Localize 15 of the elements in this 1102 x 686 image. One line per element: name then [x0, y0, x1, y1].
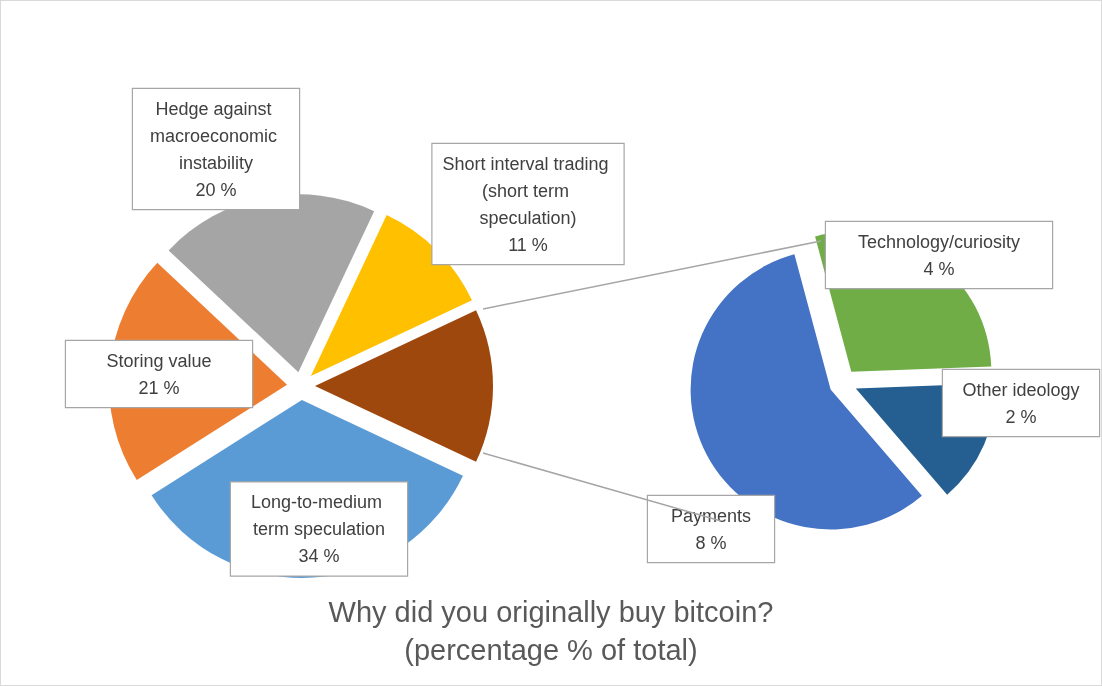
data-label: 20 % — [195, 179, 237, 200]
data-label: 4 % — [923, 258, 955, 279]
data-label: 8 % — [695, 532, 727, 553]
text: Why did you originally buy bitcoin? (percentage % of total) — [327, 595, 775, 668]
data-label: 34 % — [298, 546, 340, 566]
data-label: 21 % — [138, 377, 180, 398]
slice-label: Short interval trading (short term speculation) — [442, 153, 614, 228]
slice-label: Long-to-medium term speculation — [250, 492, 388, 539]
slice-label: Other ideology — [962, 379, 1080, 400]
data-label: 2 % — [1005, 406, 1037, 427]
slice-label: Technology/curiosity — [857, 231, 1021, 252]
data-label: 11 % — [508, 234, 548, 255]
slice-label: Storing value — [106, 350, 212, 371]
slice-label: Hedge against macroeconomic instability — [149, 98, 283, 173]
slice-label: Payments — [670, 505, 752, 526]
